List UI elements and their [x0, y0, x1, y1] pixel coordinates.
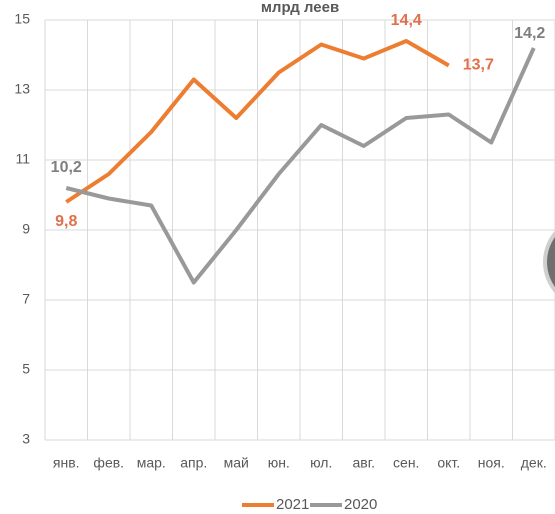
- x-tick-label: авг.: [352, 455, 375, 471]
- legend-label: 2021: [276, 496, 309, 513]
- line-series: [65, 47, 536, 285]
- line-series: [65, 39, 450, 204]
- legend-label: 2020: [344, 496, 377, 513]
- y-tick-label: 3: [22, 431, 30, 447]
- x-tick-label: юн.: [268, 455, 290, 471]
- x-tick-label: апр.: [180, 455, 207, 471]
- data-label: 13,7: [463, 57, 494, 74]
- x-tick-label: сен.: [393, 455, 419, 471]
- data-label: 14,4: [391, 12, 422, 29]
- x-tick-label: ноя.: [478, 455, 505, 471]
- x-tick-label: дек.: [521, 455, 547, 471]
- x-tick-label: май: [224, 455, 249, 471]
- chart-title: млрд леев: [261, 0, 339, 16]
- x-tick-label: юл.: [310, 455, 332, 471]
- x-tick-label: янв.: [53, 455, 80, 471]
- y-tick-label: 13: [14, 81, 30, 97]
- data-label: 10,2: [51, 159, 82, 176]
- y-tick-label: 11: [15, 151, 30, 167]
- x-tick-label: мар.: [137, 455, 166, 471]
- decoration: [543, 230, 555, 294]
- x-tick-label: фев.: [93, 455, 124, 471]
- y-tick-label: 15: [14, 11, 30, 27]
- data-label: 14,2: [514, 25, 545, 42]
- y-tick-label: 5: [22, 361, 30, 377]
- data-label: 9,8: [55, 213, 77, 230]
- y-tick-label: 7: [22, 291, 30, 307]
- y-tick-label: 9: [22, 221, 30, 237]
- x-tick-label: окт.: [437, 455, 460, 471]
